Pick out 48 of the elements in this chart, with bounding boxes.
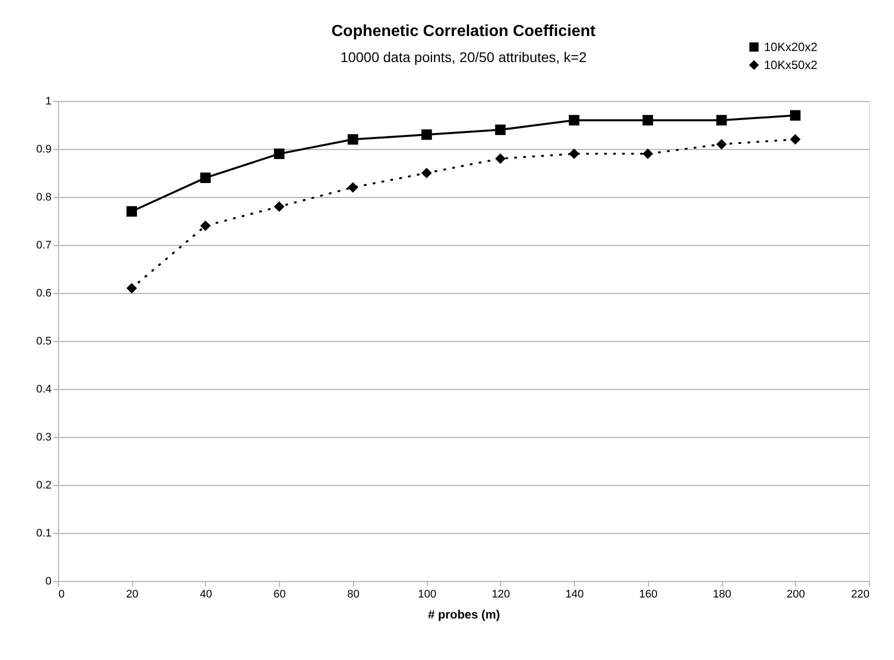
point <box>200 172 211 184</box>
x-tick-label: 220 <box>851 588 870 600</box>
y-tick-label: 1 <box>45 96 52 108</box>
x-tick-label: 200 <box>786 588 805 600</box>
point <box>421 129 432 140</box>
point <box>348 134 358 145</box>
x-tick-label: 60 <box>274 588 286 600</box>
point <box>568 114 580 126</box>
point <box>200 220 211 232</box>
point <box>495 124 506 136</box>
point <box>790 110 801 121</box>
y-tick-label: 0.3 <box>36 432 52 444</box>
y-tick-label: 0.5 <box>36 336 52 348</box>
point <box>348 182 358 193</box>
x-tick-label: 40 <box>200 588 212 600</box>
y-tick-label: 0 <box>45 576 52 588</box>
x-tick-label: 180 <box>712 588 732 600</box>
point <box>421 168 432 178</box>
x-tick-label: 160 <box>639 588 658 600</box>
y-tick-label: 0.2 <box>36 480 52 492</box>
point <box>568 148 580 160</box>
chart-subtitle: 10000 data points, 20/50 attributes, k=2 <box>340 49 587 65</box>
legend-label: 10Kx20x2 <box>764 40 818 54</box>
y-tick-label: 0.9 <box>36 144 52 156</box>
legend-label: 10Kx50x2 <box>764 58 818 72</box>
point <box>126 282 137 294</box>
y-tick-label: 0.1 <box>36 528 52 540</box>
x-tick-label: 0 <box>58 588 65 600</box>
x-tick-label: 80 <box>347 588 360 600</box>
point <box>126 206 137 217</box>
x-tick-label: 20 <box>126 588 138 600</box>
x-axis-title: # probes (m) <box>428 608 500 622</box>
y-tick-label: 0.4 <box>36 384 52 396</box>
point <box>274 148 284 160</box>
point <box>716 138 727 150</box>
x-tick-label: 100 <box>418 588 436 600</box>
y-tick-label: 0.7 <box>36 240 52 252</box>
chart-title: Cophenetic Correlation Coefficient <box>331 23 596 40</box>
point <box>790 134 801 145</box>
x-tick-label: 140 <box>565 588 584 600</box>
point <box>642 114 654 126</box>
point <box>495 153 506 164</box>
point <box>642 148 654 160</box>
x-tick-label: 120 <box>492 588 510 600</box>
point <box>274 201 284 212</box>
point <box>716 114 727 126</box>
y-tick-label: 0.8 <box>36 192 52 204</box>
y-tick-label: 0.6 <box>36 288 52 300</box>
